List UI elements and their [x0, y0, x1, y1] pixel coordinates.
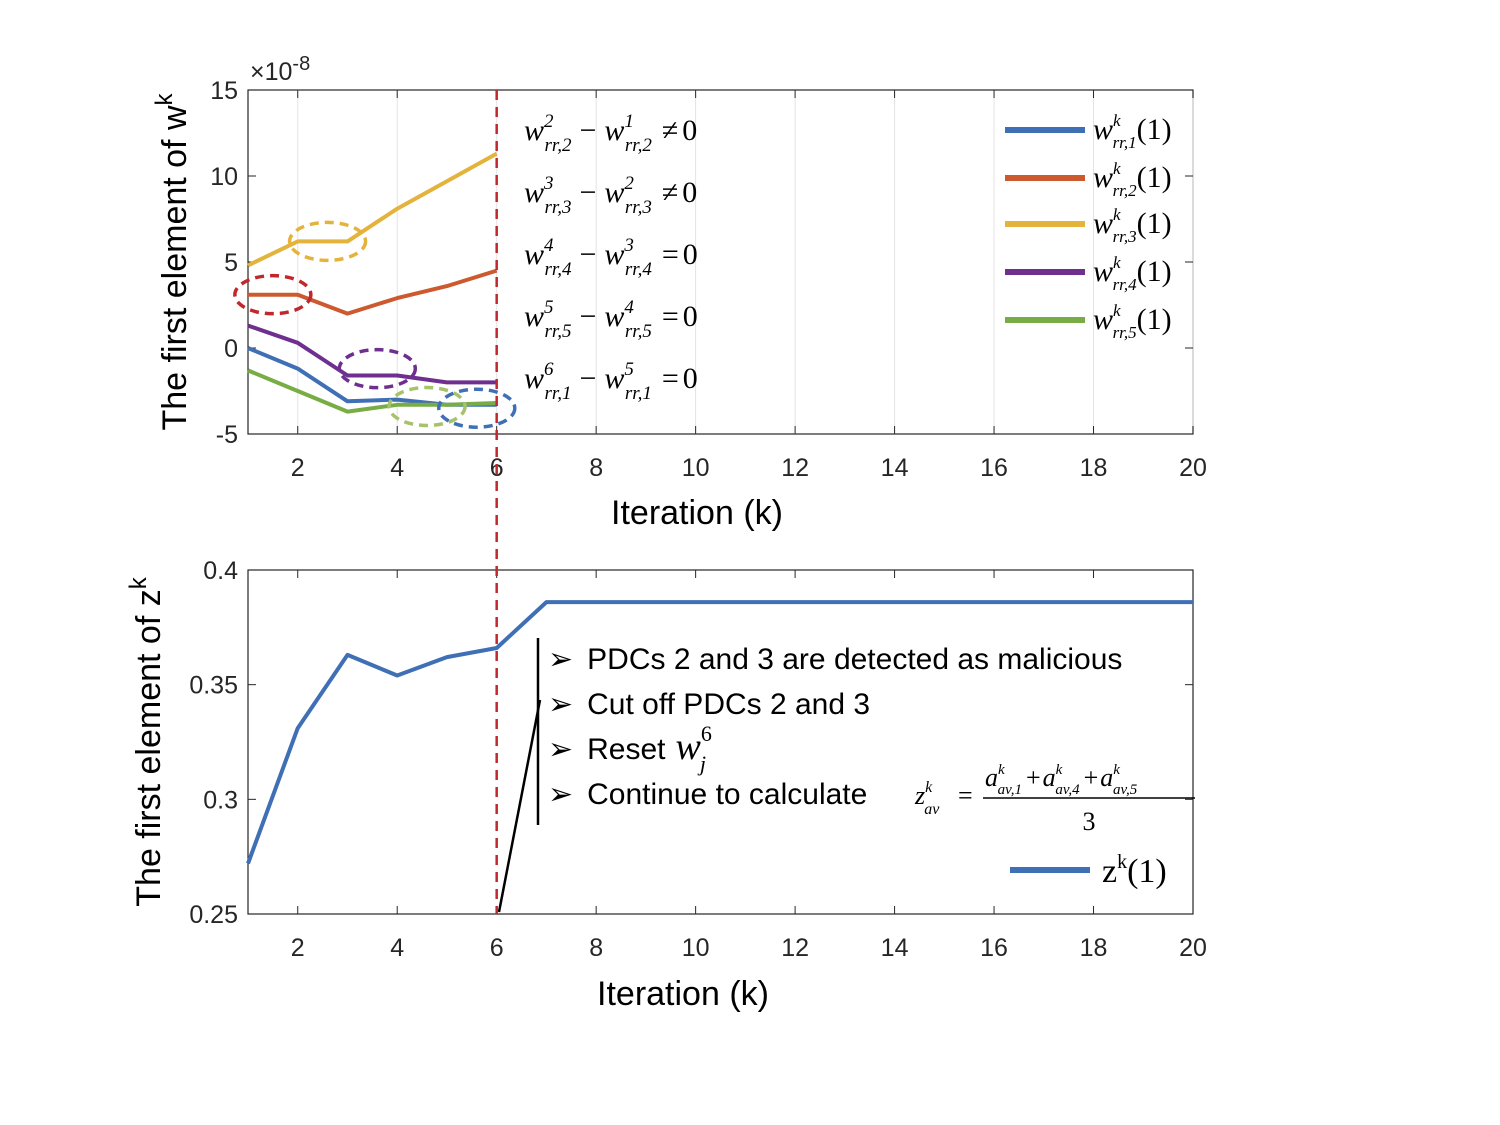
bullet-item-2: ➢ Cut off PDCs 2 and 3 — [548, 688, 870, 721]
legend-label: wk rr,3(1) — [1093, 205, 1172, 246]
formula-numerator: ak av,1 +ak av,4 +ak av,5 — [985, 762, 1138, 798]
x-tick-label: 18 — [1080, 934, 1108, 962]
connector-line — [497, 699, 542, 913]
eq-text: w3 rr,3− w2 rr,3 ≠ 0 — [524, 173, 697, 218]
bottom-legend: zk(1) — [1010, 851, 1167, 890]
eq-text: w6 rr,1− w5 rr,1 = 0 — [524, 359, 698, 404]
eq-text: w4 rr,4− w3 rr,4 = 0 — [524, 235, 698, 280]
bottom-plot-frame — [247, 569, 1194, 915]
formula-eq: = — [958, 781, 973, 810]
top-legend: wk rr,1(1) wk rr,2(1) wk rr,3(1) wk rr,4(1) … — [1005, 111, 1172, 342]
y-tick-label: 0.3 — [203, 786, 238, 814]
top-y-ticks: -5 0 5 10 15 — [210, 77, 1193, 449]
series-line — [248, 268, 498, 316]
series-line — [247, 323, 497, 385]
top-exponent-label: ×10-8 — [250, 53, 310, 86]
y-tick-label: 0.35 — [189, 672, 238, 700]
annotation-equations: w2 rr,2− w1 rr,2 ≠ 0 w3 rr,3− w2 rr,3 ≠ 0 w4 rr,4− w… — [524, 111, 698, 404]
bullet-item-1: ➢ PDCs 2 and 3 are detected as malicious — [548, 643, 1122, 676]
x-tick-label: 20 — [1179, 454, 1207, 482]
top-x-axis-label: Iteration (k) — [611, 494, 783, 532]
legend-entry: wk rr,3(1) — [1005, 205, 1172, 246]
legend-label: wk rr,2(1) — [1093, 159, 1172, 200]
x-tick-label: 18 — [1080, 454, 1108, 482]
x-tick-label: 10 — [682, 454, 710, 482]
x-tick-label: 8 — [589, 454, 603, 482]
bottom-x-axis-label: Iteration (k) — [597, 975, 769, 1013]
formula-lhs: zk av — [914, 779, 940, 818]
bottom-x-ticks: 2 4 6 8 10 12 14 16 18 20 — [291, 570, 1207, 962]
eq-text: w5 rr,5− w4 rr,5 = 0 — [524, 297, 698, 342]
top-highlight-ellipses — [233, 220, 517, 429]
x-tick-label: 20 — [1179, 934, 1207, 962]
series-line — [247, 151, 498, 268]
highlight-ellipse — [437, 387, 517, 429]
x-tick-label: 6 — [490, 934, 504, 962]
equation-row: w3 rr,3− w2 rr,3 ≠ 0 — [524, 173, 697, 218]
bottom-plot: 2 4 6 8 10 12 14 16 18 20 0.25 0.3 0.35 0.4 The firs… — [125, 557, 1207, 1013]
bullet-item-3: ➢ Reset w6 j — [548, 721, 712, 776]
x-tick-label: 14 — [881, 934, 909, 962]
y-tick-label: 10 — [210, 163, 238, 191]
highlight-ellipse — [287, 220, 368, 263]
formula-denominator: 3 — [1083, 807, 1096, 836]
highlight-ellipse — [387, 385, 467, 428]
x-tick-label: 2 — [291, 454, 305, 482]
y-tick-label: 15 — [210, 77, 238, 105]
x-tick-label: 10 — [682, 934, 710, 962]
x-tick-label: 14 — [881, 454, 909, 482]
bottom-series-lines — [246, 600, 1193, 865]
top-series-lines — [247, 151, 498, 414]
bullet-annotations: ➢ PDCs 2 and 3 are detected as malicious … — [536, 638, 1195, 836]
top-plot-frame — [247, 89, 1194, 435]
bottom-y-ticks: 0.25 0.3 0.35 0.4 — [189, 557, 1193, 929]
highlight-ellipse — [233, 273, 313, 316]
x-tick-label: 8 — [589, 934, 603, 962]
legend-label: wk rr,5(1) — [1093, 301, 1172, 342]
equation-row: w5 rr,5− w4 rr,5 = 0 — [524, 297, 698, 342]
legend-entry: wk rr,1(1) — [1005, 111, 1172, 152]
x-tick-label: 4 — [390, 454, 404, 482]
legend-entry: wk rr,4(1) — [1005, 253, 1172, 294]
equation-row: w6 rr,1− w5 rr,1 = 0 — [524, 359, 698, 404]
x-tick-label: 16 — [980, 934, 1008, 962]
legend-entry: wk rr,2(1) — [1005, 159, 1172, 200]
top-y-axis-label: The first element of wk — [151, 92, 194, 430]
y-tick-label: 5 — [224, 249, 238, 277]
y-tick-label: 0.25 — [189, 901, 238, 929]
highlight-ellipse — [337, 347, 418, 390]
x-tick-label: 12 — [781, 934, 809, 962]
legend-label: wk rr,4(1) — [1093, 253, 1172, 294]
bottom-y-axis-label: The first element of zk — [125, 576, 168, 906]
x-tick-label: 12 — [781, 454, 809, 482]
series-line — [247, 368, 497, 414]
series-line — [246, 600, 1193, 865]
x-tick-label: 16 — [980, 454, 1008, 482]
x-tick-label: 2 — [291, 934, 305, 962]
average-formula: zk av = ak av,1 +ak av,4 +ak av,5 3 — [914, 762, 1195, 836]
legend-label: zk(1) — [1102, 851, 1167, 890]
y-tick-label: 0 — [224, 335, 238, 363]
y-tick-label: 0.4 — [203, 557, 238, 585]
legend-label: wk rr,1(1) — [1093, 111, 1172, 152]
eq-text: w2 rr,2− w1 rr,2 ≠ 0 — [524, 111, 697, 156]
x-tick-label: 4 — [390, 934, 404, 962]
equation-row: w4 rr,4− w3 rr,4 = 0 — [524, 235, 698, 280]
legend-entry: wk rr,5(1) — [1005, 301, 1172, 342]
y-tick-label: -5 — [216, 421, 238, 449]
equation-row: w2 rr,2− w1 rr,2 ≠ 0 — [524, 111, 697, 156]
bullet-item-4: ➢ Continue to calculate — [548, 778, 867, 811]
